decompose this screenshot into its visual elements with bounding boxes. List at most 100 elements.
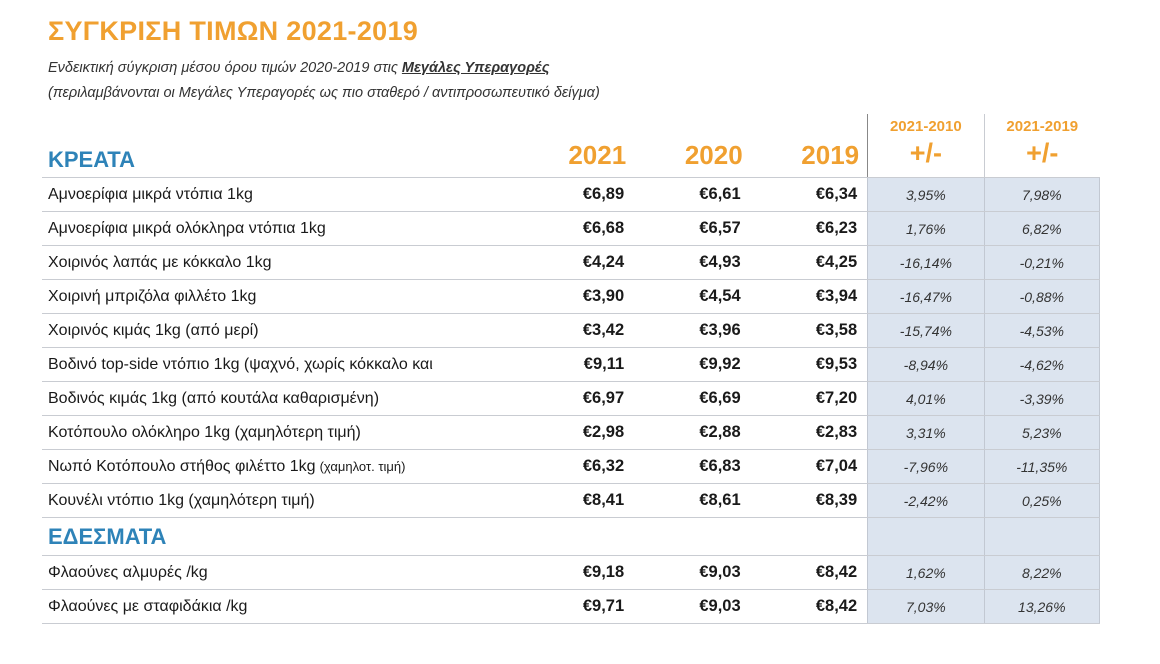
table-row: Βοδινό top-side ντόπιο 1kg (ψαχνό, χωρίς… (42, 348, 1101, 382)
change-2: -3,39% (983, 382, 1101, 415)
price-2021: €6,89 (582, 185, 625, 203)
change-1: 3,31% (867, 416, 984, 449)
table-row: Φλαούνες με σταφιδάκια /kg €9,71 €9,03 €8,4… (42, 590, 1101, 624)
table-body: Αμνοερίφια μικρά ντόπια 1kg €6,89 €6,61 €6,… (42, 178, 1101, 624)
item-name: Φλαούνες με σταφιδάκια /kg (48, 597, 248, 615)
price-2021: €3,90 (582, 287, 625, 305)
price-2020: €9,03 (699, 563, 741, 581)
change-2: -4,53% (983, 314, 1101, 347)
change-2: -4,62% (983, 348, 1101, 381)
change-1: -8,94% (867, 348, 984, 381)
change-1: -16,47% (867, 280, 984, 313)
change-2: 13,26% (983, 590, 1101, 623)
price-2020: €4,93 (699, 253, 741, 271)
item-name: Κουνέλι ντόπιο 1kg (χαμηλότερη τιμή) (48, 491, 315, 509)
col-header-2020: 2020 (684, 140, 743, 170)
price-2019: €8,42 (815, 563, 858, 581)
change-1: -7,96% (867, 450, 984, 483)
item-name-cell: Βοδινό top-side ντόπιο 1kg (ψαχνό, χωρίς… (42, 348, 518, 381)
item-name: Αμνοερίφια μικρά ολόκληρα ντόπια 1kg (48, 219, 326, 237)
change-2: -0,88% (983, 280, 1101, 313)
price-2019: €6,34 (815, 185, 858, 203)
subtitle: Ενδεικτική σύγκριση μέσου όρου τιμών 202… (48, 60, 550, 76)
price-2019: €9,53 (815, 355, 858, 373)
table-row: Φλαούνες αλμυρές /kg €9,18 €9,03 €8,42 1,62%… (42, 556, 1101, 590)
price-2019: €3,94 (815, 287, 858, 305)
table-header-row: ΚΡΕΑΤΑ 2021 2020 2019 2021-2010 +/- 2021… (42, 114, 1100, 178)
change-2: 6,82% (983, 212, 1101, 245)
price-2020: €6,61 (699, 185, 741, 203)
price-2020: €8,61 (699, 491, 741, 509)
subtitle-text: Ενδεικτική σύγκριση μέσου όρου τιμών 202… (48, 60, 398, 76)
price-2020: €6,57 (699, 219, 741, 237)
empty-change-cell (983, 518, 1101, 555)
price-2021: €6,32 (582, 457, 625, 475)
item-name-cell: Αμνοερίφια μικρά ολόκληρα ντόπια 1kg (42, 212, 518, 245)
price-2020: €9,03 (699, 597, 741, 615)
item-note: (χαμηλοτ. τιμή) (319, 459, 406, 474)
price-2019: €8,39 (815, 491, 858, 509)
col-header-change-2-years: 2021-2019 (1006, 118, 1079, 135)
col-header-2019: 2019 (801, 140, 860, 170)
price-2021: €9,18 (582, 563, 625, 581)
empty-cell (518, 518, 634, 555)
item-name: Χοιρινός λαπάς με κόκκαλο 1kg (48, 253, 272, 271)
item-name-cell: Χοιρινός λαπάς με κόκκαλο 1kg (42, 246, 518, 279)
table-row: Χοιρινός κιμάς 1kg (από μερί) €3,42 €3,96 €… (42, 314, 1101, 348)
item-name-cell: Χοιρινή μπριζόλα φιλλέτο 1kg (42, 280, 518, 313)
table-row: Βοδινός κιμάς 1kg (από κουτάλα καθαρισμέ… (42, 382, 1101, 416)
item-name-cell: Νωπό Κοτόπουλο στήθος φιλέττο 1kg (χαμηλο… (42, 450, 518, 483)
item-name: Κοτόπουλο ολόκληρο 1kg (χαμηλότερη τιμή) (48, 423, 361, 441)
col-header-change-2: 2021-2019 +/- (983, 114, 1100, 177)
item-name: Νωπό Κοτόπουλο στήθος φιλέττο 1kg (48, 457, 316, 475)
change-2: -0,21% (983, 246, 1101, 279)
item-name: Χοιρινή μπριζόλα φιλλέτο 1kg (48, 287, 257, 305)
table-row: Κοτόπουλο ολόκληρο 1kg (χαμηλότερη τιμή)… (42, 416, 1101, 450)
price-2021: €8,41 (582, 491, 625, 509)
item-name-cell: Φλαούνες αλμυρές /kg (42, 556, 518, 589)
price-2020: €4,54 (699, 287, 741, 305)
change-2: -11,35% (983, 450, 1101, 483)
price-2020: €9,92 (699, 355, 741, 373)
table-row: Αμνοερίφια μικρά ολόκληρα ντόπια 1kg €6,6… (42, 212, 1101, 246)
table-row: Χοιρινή μπριζόλα φιλλέτο 1kg €3,90 €4,54 €3… (42, 280, 1101, 314)
change-1: 1,62% (867, 556, 984, 589)
table-row: Κουνέλι ντόπιο 1kg (χαμηλότερη τιμή) €8,4… (42, 484, 1101, 518)
col-header-change-1-years: 2021-2010 (889, 118, 962, 135)
price-table: ΚΡΕΑΤΑ 2021 2020 2019 2021-2010 +/- 2021… (42, 114, 1101, 624)
price-2019: €2,83 (815, 423, 858, 441)
price-2021: €6,68 (582, 219, 625, 237)
price-2020: €6,69 (699, 389, 741, 407)
col-header-change-1-sign: +/- (909, 138, 942, 168)
item-name: Βοδινό top-side ντόπιο 1kg (ψαχνό, χωρίς… (48, 355, 433, 373)
item-name: Αμνοερίφια μικρά ντόπια 1kg (48, 185, 253, 203)
change-2: 8,22% (983, 556, 1101, 589)
change-2: 7,98% (983, 178, 1101, 211)
col-header-2021: 2021 (568, 140, 627, 170)
price-2021: €3,42 (582, 321, 625, 339)
item-name-cell: Κοτόπουλο ολόκληρο 1kg (χαμηλότερη τιμή) (42, 416, 518, 449)
item-name-cell: Κουνέλι ντόπιο 1kg (χαμηλότερη τιμή) (42, 484, 518, 517)
change-1: -16,14% (867, 246, 984, 279)
change-1: 3,95% (867, 178, 984, 211)
empty-cell (634, 518, 750, 555)
table-row: Αμνοερίφια μικρά ντόπια 1kg €6,89 €6,61 €6,… (42, 178, 1101, 212)
item-name-cell: Φλαούνες με σταφιδάκια /kg (42, 590, 518, 623)
empty-change-cell (867, 518, 984, 555)
col-header-change-1: 2021-2010 +/- (867, 114, 983, 177)
item-name: Βοδινός κιμάς 1kg (από κουτάλα καθαρισμέ… (48, 389, 380, 407)
price-2021: €9,71 (582, 597, 625, 615)
price-2020: €3,96 (699, 321, 741, 339)
price-2019: €6,23 (815, 219, 858, 237)
change-1: -2,42% (867, 484, 984, 517)
subtitle-highlight: Μεγάλες Υπεραγορές (401, 60, 550, 76)
section-heading: ΕΔΕΣΜΑΤΑ (48, 523, 167, 549)
section-heading-meats: ΚΡΕΑΤΑ (48, 147, 135, 172)
item-name-cell: Βοδινός κιμάς 1kg (από κουτάλα καθαρισμέ… (42, 382, 518, 415)
change-2: 0,25% (983, 484, 1101, 517)
price-2020: €2,88 (699, 423, 741, 441)
col-header-change-2-sign: +/- (1026, 138, 1059, 168)
price-2021: €2,98 (582, 423, 625, 441)
section-row: ΕΔΕΣΜΑΤΑ (42, 518, 1101, 556)
empty-cell (751, 518, 867, 555)
